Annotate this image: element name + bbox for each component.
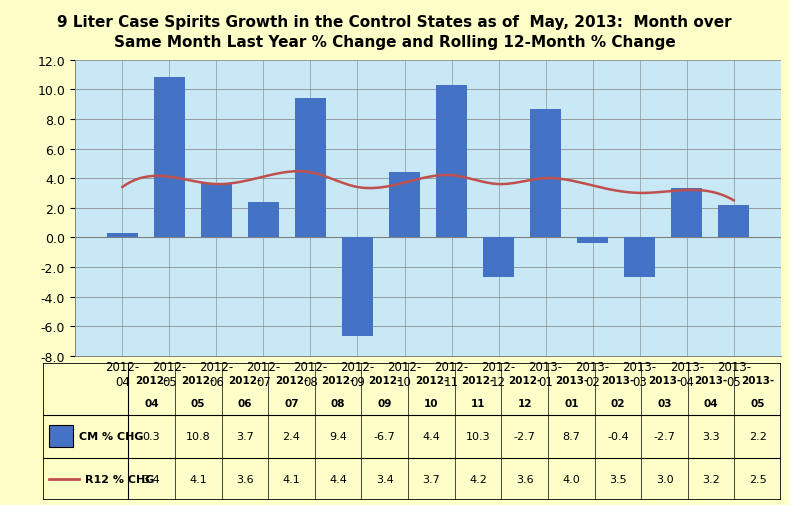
Text: 3.7: 3.7 [236,432,254,441]
Text: 2.2: 2.2 [749,432,767,441]
Bar [436,86,467,238]
Text: 2012-: 2012- [228,375,261,385]
Text: 04: 04 [704,398,719,408]
Bar [624,238,655,278]
Text: 2012-: 2012- [415,375,448,385]
Text: 04: 04 [144,398,159,408]
Text: 2012-: 2012- [321,375,355,385]
Text: 3.6: 3.6 [236,474,253,484]
Text: 8.7: 8.7 [563,432,580,441]
Bar [107,233,137,238]
Text: -2.7: -2.7 [514,432,536,441]
Text: 10.8: 10.8 [185,432,211,441]
Text: 2013-: 2013- [694,375,727,385]
Text: 02: 02 [611,398,625,408]
Text: R12 % CHG: R12 % CHG [84,474,154,484]
Text: 2.5: 2.5 [749,474,767,484]
Text: -6.7: -6.7 [374,432,395,441]
Text: 2.4: 2.4 [282,432,301,441]
Text: 3.7: 3.7 [422,474,440,484]
Text: -2.7: -2.7 [653,432,675,441]
Text: 3.3: 3.3 [702,432,720,441]
Bar [530,110,561,238]
Text: 2013-: 2013- [555,375,588,385]
Text: 2013-: 2013- [601,375,634,385]
Bar [342,238,372,337]
Text: 10.3: 10.3 [466,432,490,441]
Bar [389,173,420,238]
Text: 3.2: 3.2 [702,474,720,484]
Text: 01: 01 [564,398,578,408]
Text: 2012-: 2012- [368,375,402,385]
Text: 4.4: 4.4 [329,474,347,484]
Text: 2012-: 2012- [181,375,215,385]
Text: 06: 06 [237,398,252,408]
Text: 07: 07 [284,398,299,408]
Text: 4.0: 4.0 [563,474,580,484]
Text: 3.0: 3.0 [656,474,673,484]
Text: 11: 11 [471,398,485,408]
Text: 3.5: 3.5 [609,474,626,484]
Text: 03: 03 [657,398,671,408]
Text: 4.1: 4.1 [189,474,207,484]
Text: -0.4: -0.4 [607,432,629,441]
Text: 9.4: 9.4 [329,432,347,441]
Bar [671,189,702,238]
Text: 4.2: 4.2 [469,474,487,484]
Text: 09: 09 [377,398,392,408]
Bar [719,206,749,238]
Bar [295,99,326,238]
Text: 0.3: 0.3 [143,432,160,441]
Text: 9 Liter Case Spirits Growth in the Control States as of  May, 2013:  Month over
: 9 Liter Case Spirits Growth in the Contr… [57,15,732,50]
Text: 4.1: 4.1 [282,474,301,484]
Bar [578,238,608,244]
Text: 05: 05 [191,398,205,408]
Text: 2013-: 2013- [648,375,681,385]
Text: 10: 10 [424,398,439,408]
Text: 3.6: 3.6 [516,474,533,484]
Bar [201,183,232,238]
Bar [249,203,279,238]
Bar [49,426,73,447]
Text: 3.4: 3.4 [143,474,160,484]
Text: 4.4: 4.4 [422,432,440,441]
Text: CM % CHG: CM % CHG [79,432,144,441]
Text: 2012-: 2012- [135,375,168,385]
Bar [154,78,185,238]
Bar [484,238,514,278]
Text: 2012-: 2012- [508,375,541,385]
Text: 3.4: 3.4 [376,474,394,484]
Text: 05: 05 [750,398,765,408]
Text: 2012-: 2012- [462,375,495,385]
Text: 12: 12 [518,398,532,408]
Text: 2012-: 2012- [275,375,308,385]
Text: 2013-: 2013- [741,375,775,385]
Text: 08: 08 [331,398,346,408]
